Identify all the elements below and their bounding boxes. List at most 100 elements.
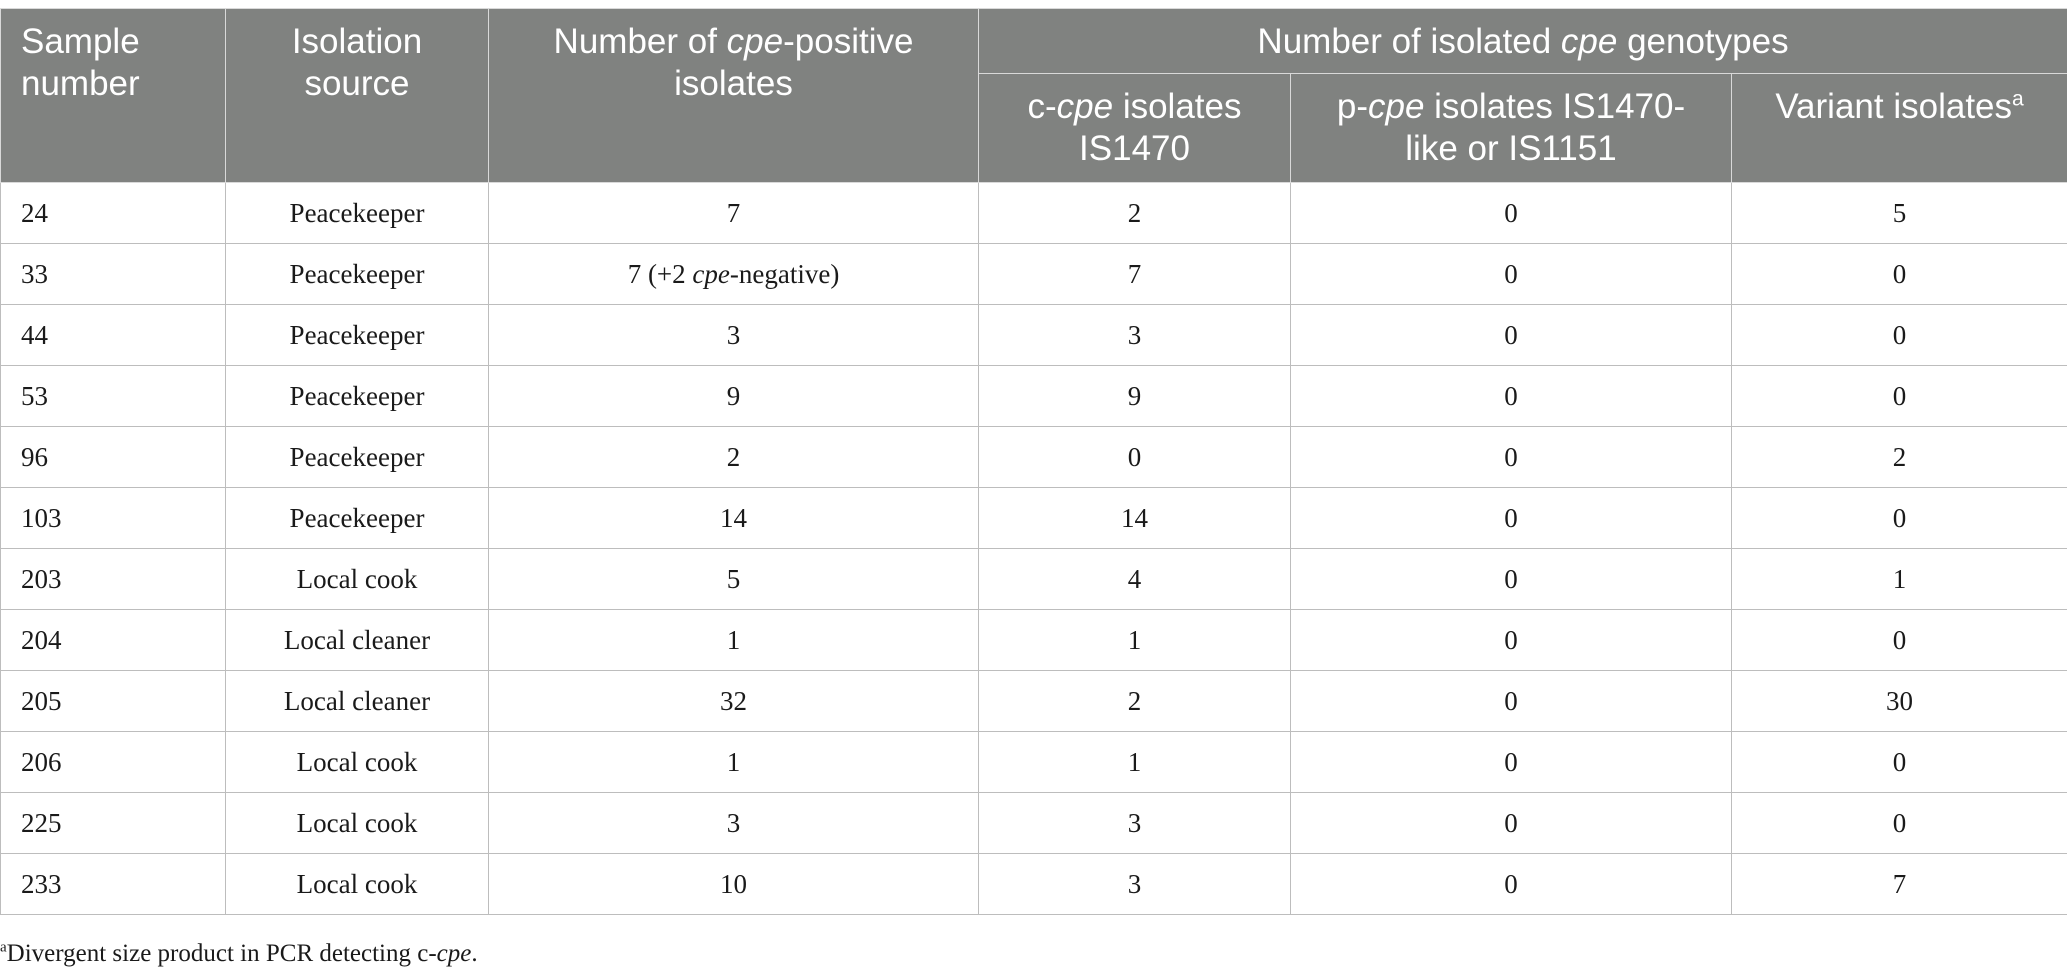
cell-c-cpe: 1 <box>978 609 1291 671</box>
header-c-cpe: c-cpe isolates IS1470 <box>978 73 1291 183</box>
header-cpe-positive-italic: cpe <box>726 22 784 61</box>
table-row: 206 Local cook 1 1 0 0 <box>0 731 2067 793</box>
table-row: 96 Peacekeeper 2 0 0 2 <box>0 426 2067 488</box>
cell-positive: 1 <box>488 609 979 671</box>
cell-source: Peacekeeper <box>225 243 489 305</box>
cell-positive-prefix: 7 (+2 <box>627 258 693 289</box>
table-footnote: aDivergent size product in PCR detecting… <box>0 940 478 968</box>
table-row: 205 Local cleaner 32 2 0 30 <box>0 670 2067 732</box>
cell-sample: 233 <box>0 853 226 915</box>
cell-c-cpe: 7 <box>978 243 1291 305</box>
cell-p-cpe: 0 <box>1290 731 1732 793</box>
cell-variant: 0 <box>1730 792 2067 854</box>
header-genotypes-group: Number of isolated cpe genotypes <box>977 8 2067 74</box>
cell-c-cpe: 9 <box>978 365 1291 427</box>
cell-sample: 225 <box>0 792 226 854</box>
cpe-genotype-table: Sample number Isolation source Number of… <box>0 8 2067 915</box>
table-row: 225 Local cook 3 3 0 0 <box>0 792 2067 854</box>
cell-variant: 0 <box>1730 243 2067 305</box>
header-sample-number: Sample number <box>0 8 226 183</box>
cell-source: Peacekeeper <box>225 182 489 244</box>
cell-source: Peacekeeper <box>225 426 489 488</box>
header-p-cpe-prefix: p- <box>1336 87 1368 126</box>
header-cpe-positive: Number of cpe-positive isolates <box>488 8 979 183</box>
cell-variant: 0 <box>1730 609 2067 671</box>
cell-positive: 14 <box>488 487 979 549</box>
cell-variant: 2 <box>1730 426 2067 488</box>
cell-positive: 3 <box>488 792 979 854</box>
header-p-cpe-suffix: isolates IS1470-like or IS1151 <box>1405 87 1686 168</box>
cell-source: Local cook <box>225 853 489 915</box>
footnote-text-italic: cpe <box>436 940 472 967</box>
cell-p-cpe: 0 <box>1290 426 1732 488</box>
header-c-cpe-italic: cpe <box>1056 87 1114 126</box>
header-c-cpe-suffix: isolates IS1470 <box>1079 87 1242 168</box>
cell-source: Local cook <box>225 792 489 854</box>
cell-c-cpe: 2 <box>978 670 1291 732</box>
table-row: 233 Local cook 10 3 0 7 <box>0 853 2067 915</box>
cell-source: Local cleaner <box>225 670 489 732</box>
header-variant-sup: a <box>2012 87 2024 111</box>
table-row: 203 Local cook 5 4 0 1 <box>0 548 2067 610</box>
cell-c-cpe: 0 <box>978 426 1291 488</box>
footnote-sup: a <box>0 939 7 956</box>
cell-source: Peacekeeper <box>225 365 489 427</box>
cell-positive: 7 <box>488 182 979 244</box>
header-group-italic: cpe <box>1560 22 1618 61</box>
cell-p-cpe: 0 <box>1290 548 1732 610</box>
cell-variant: 30 <box>1730 670 2067 732</box>
cell-p-cpe: 0 <box>1290 182 1732 244</box>
cell-c-cpe: 3 <box>978 792 1291 854</box>
cell-sample: 24 <box>0 182 226 244</box>
cell-source: Local cook <box>225 548 489 610</box>
cell-variant: 0 <box>1730 731 2067 793</box>
header-c-cpe-prefix: c- <box>1027 87 1057 126</box>
header-group-prefix: Number of isolated <box>1257 22 1561 61</box>
cell-positive: 7 (+2 cpe-negative) <box>488 243 979 305</box>
table-row: 103 Peacekeeper 14 14 0 0 <box>0 487 2067 549</box>
cell-sample: 53 <box>0 365 226 427</box>
cell-source: Local cleaner <box>225 609 489 671</box>
cell-sample: 205 <box>0 670 226 732</box>
cell-p-cpe: 0 <box>1290 487 1732 549</box>
table-row: 44 Peacekeeper 3 3 0 0 <box>0 304 2067 366</box>
header-group-suffix: genotypes <box>1617 22 1789 61</box>
footnote-text-suffix: . <box>471 940 478 967</box>
header-cpe-positive-suffix: -positive isolates <box>674 22 914 103</box>
cell-positive-italic: cpe <box>692 258 730 289</box>
cell-c-cpe: 4 <box>978 548 1291 610</box>
cell-c-cpe: 1 <box>978 731 1291 793</box>
cell-positive: 3 <box>488 304 979 366</box>
cell-positive-suffix: -negative) <box>729 258 840 289</box>
cell-sample: 204 <box>0 609 226 671</box>
cell-sample: 103 <box>0 487 226 549</box>
cell-c-cpe: 2 <box>978 182 1291 244</box>
cell-sample: 96 <box>0 426 226 488</box>
header-row-1: Sample number Isolation source Number of… <box>0 8 2067 183</box>
header-p-cpe-italic: cpe <box>1367 87 1425 126</box>
cell-positive: 9 <box>488 365 979 427</box>
cell-source: Peacekeeper <box>225 487 489 549</box>
cell-variant: 0 <box>1730 304 2067 366</box>
header-row-2: c-cpe isolates IS1470 p-cpe isolates IS1… <box>1 73 2067 183</box>
cell-c-cpe: 3 <box>978 304 1291 366</box>
table-row: 33 Peacekeeper 7 (+2 cpe-negative) 7 0 0 <box>0 243 2067 305</box>
header-isolation-source: Isolation source <box>225 8 489 183</box>
cell-source: Local cook <box>225 731 489 793</box>
cell-variant: 1 <box>1730 548 2067 610</box>
cell-sample: 44 <box>0 304 226 366</box>
cell-sample: 203 <box>0 548 226 610</box>
cell-sample: 206 <box>0 731 226 793</box>
cell-positive: 10 <box>488 853 979 915</box>
header-p-cpe: p-cpe isolates IS1470-like or IS1151 <box>1290 73 1732 183</box>
cell-p-cpe: 0 <box>1290 853 1732 915</box>
cell-c-cpe: 14 <box>978 487 1291 549</box>
table-row: 204 Local cleaner 1 1 0 0 <box>0 609 2067 671</box>
cell-variant: 7 <box>1730 853 2067 915</box>
cell-variant: 0 <box>1730 487 2067 549</box>
header-variant: Variant isolatesa <box>1730 73 2067 183</box>
cell-c-cpe: 3 <box>978 853 1291 915</box>
cell-p-cpe: 0 <box>1290 670 1732 732</box>
header-variant-label: Variant isolates <box>1775 87 2013 126</box>
data-table-container: Sample number Isolation source Number of… <box>0 8 2067 915</box>
